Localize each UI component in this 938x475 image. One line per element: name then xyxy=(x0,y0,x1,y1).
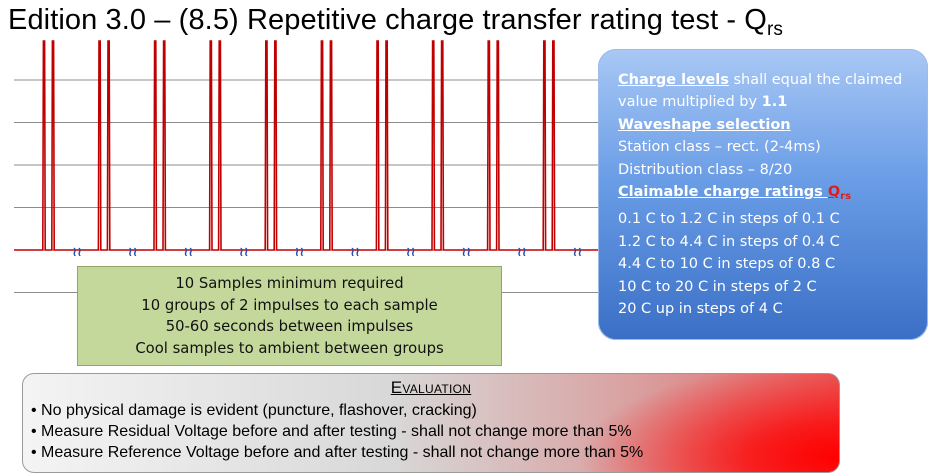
slide-title: Edition 3.0 – (8.5) Repetitive charge tr… xyxy=(8,4,783,40)
time-break-marker: ≀≀ xyxy=(573,245,583,260)
rating-0: 0.1 C to 1.2 C in steps of 0.1 C xyxy=(618,211,840,228)
time-break-marker: ≀≀ xyxy=(461,245,471,260)
time-break-marker: ≀≀ xyxy=(295,245,305,260)
time-break-marker: ≀≀ xyxy=(517,245,527,260)
chart-impulse-pulses xyxy=(14,40,598,251)
samples-box: 10 Samples minimum required 10 groups of… xyxy=(77,266,502,366)
chart-time-break-markers: ≀≀ ≀≀ ≀≀ ≀≀ ≀≀ ≀≀ ≀≀ ≀≀ ≀≀ ≀≀ xyxy=(72,245,582,260)
time-break-marker: ≀≀ xyxy=(128,245,138,260)
waveshape-heading: Waveshape selection xyxy=(618,116,791,133)
rating-4: 20 C up in steps of 4 C xyxy=(618,301,783,318)
charge-levels-line-2: value multiplied by 1.1 xyxy=(618,94,788,111)
impulse-trace xyxy=(14,40,598,251)
charge-levels-line: Charge levels shall equal the claimed xyxy=(618,72,903,88)
rating-1: 1.2 C to 4.4 C in steps of 0.4 C xyxy=(618,233,840,250)
evaluation-item: • No physical damage is evident (punctur… xyxy=(31,402,477,419)
evaluation-item: • Measure Reference Voltage before and a… xyxy=(31,444,644,461)
chart-gridlines xyxy=(14,79,600,293)
info-box: Charge levels shall equal the claimed va… xyxy=(598,49,928,340)
samples-line: 50-60 seconds between impulses xyxy=(165,318,414,336)
evaluation-box: Evaluation • No physical damage is evide… xyxy=(22,373,840,473)
time-break-marker: ≀≀ xyxy=(406,245,416,260)
station-class: Station class – rect. (2-4ms) xyxy=(618,139,821,156)
claimable-heading: Claimable charge ratings Qrs xyxy=(618,184,852,203)
time-break-marker: ≀≀ xyxy=(183,245,193,260)
evaluation-heading: Evaluation xyxy=(390,378,472,397)
samples-line: 10 Samples minimum required xyxy=(175,275,404,292)
time-break-marker: ≀≀ xyxy=(350,245,360,260)
evaluation-item: • Measure Residual Voltage before and af… xyxy=(31,423,632,440)
distribution-class: Distribution class – 8/20 xyxy=(618,161,793,178)
time-break-marker: ≀≀ xyxy=(239,245,249,260)
time-break-marker: ≀≀ xyxy=(72,245,82,260)
rating-2: 4.4 C to 10 C in steps of 0.8 C xyxy=(618,256,836,273)
samples-line: 10 groups of 2 impulses to each sample xyxy=(141,296,438,314)
samples-line: Cool samples to ambient between groups xyxy=(135,339,444,357)
rating-3: 10 C to 20 C in steps of 2 C xyxy=(618,278,817,295)
